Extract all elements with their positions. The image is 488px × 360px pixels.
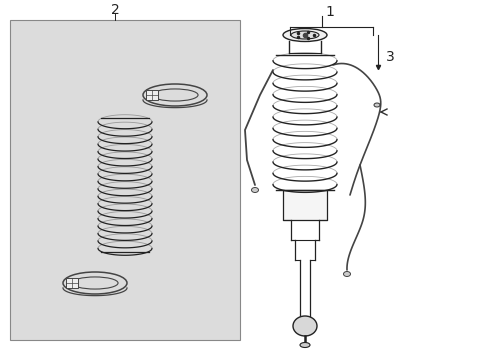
Ellipse shape (292, 316, 316, 336)
Ellipse shape (72, 277, 118, 289)
Ellipse shape (251, 188, 258, 193)
Bar (146, 90, 157, 100)
Text: 3: 3 (385, 50, 394, 64)
Bar (283, 190, 326, 220)
Ellipse shape (373, 103, 379, 107)
Bar (10, 20, 240, 340)
Ellipse shape (283, 28, 326, 41)
Ellipse shape (290, 31, 318, 39)
Bar (66, 278, 78, 288)
Text: 1: 1 (325, 5, 334, 19)
Text: 2: 2 (110, 3, 119, 17)
Ellipse shape (299, 342, 309, 347)
Ellipse shape (152, 89, 198, 101)
Ellipse shape (343, 271, 350, 276)
